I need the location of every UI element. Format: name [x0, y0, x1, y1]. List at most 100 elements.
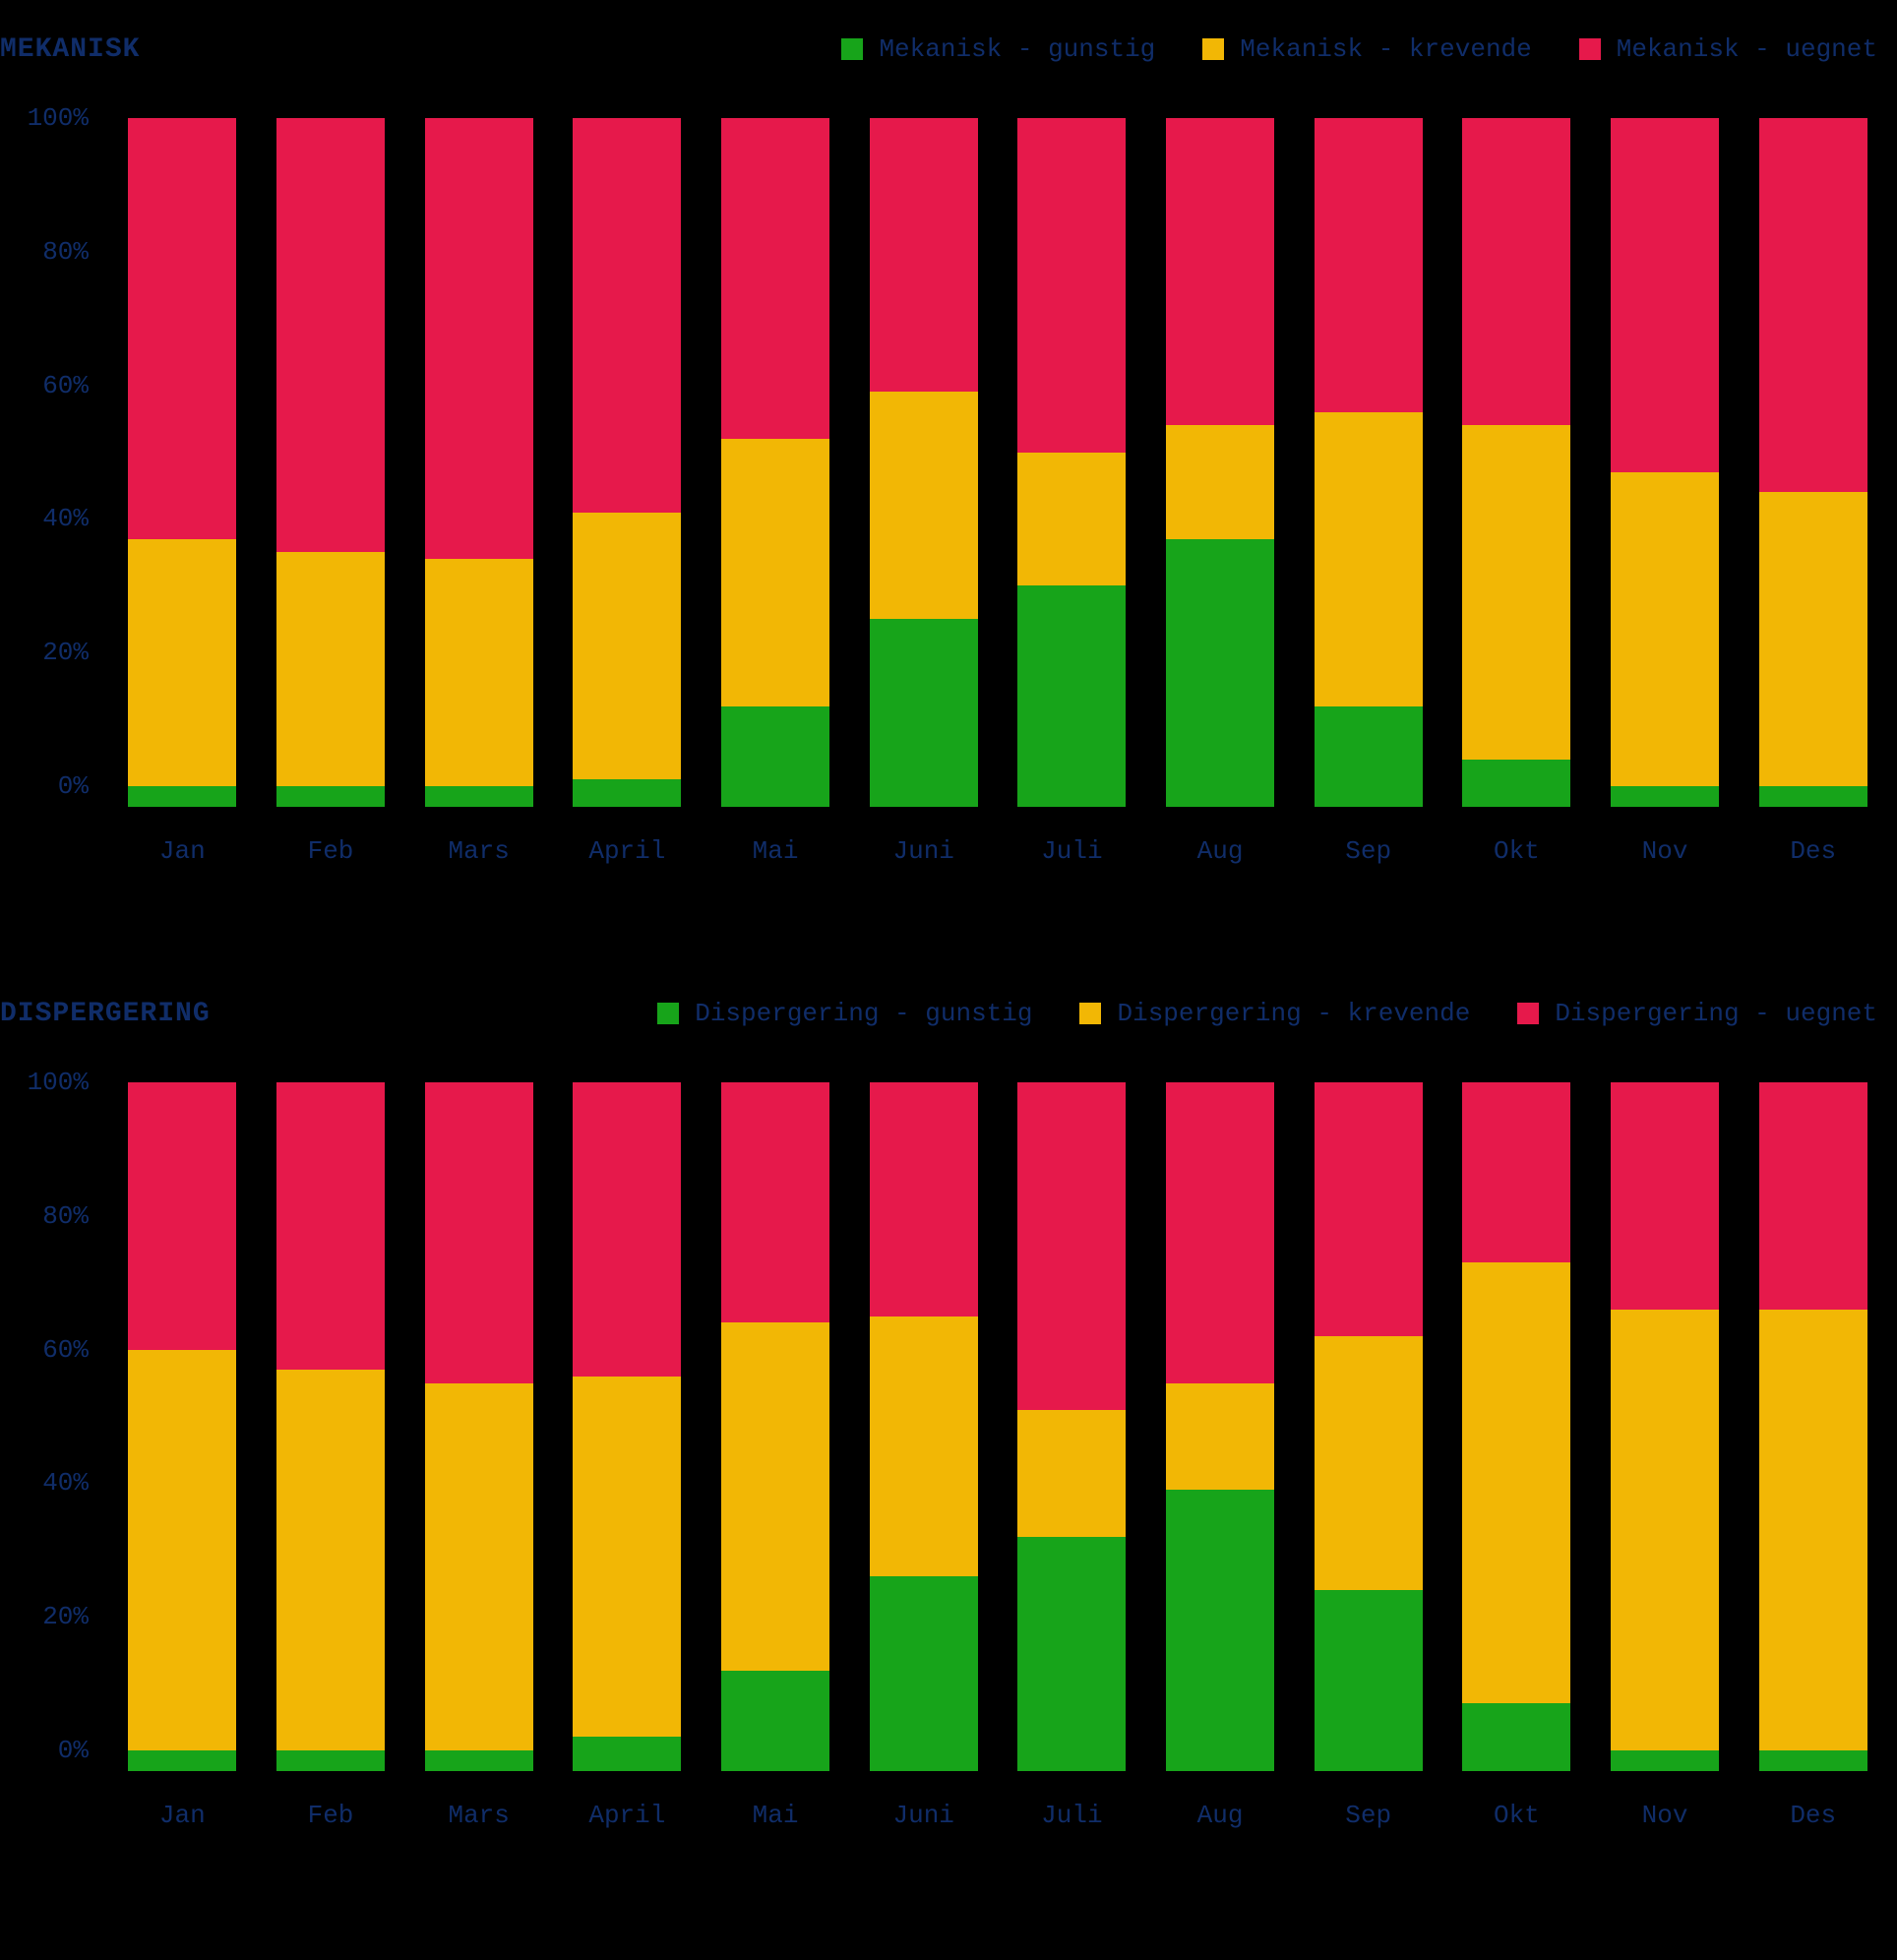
bar	[1017, 118, 1126, 807]
bar-baseline-stub	[1611, 1750, 1719, 1771]
bar-segment-uegnet	[276, 1082, 385, 1370]
bar-segment-krevende	[1315, 1336, 1423, 1590]
bar-segment-gunstig	[870, 1576, 978, 1750]
bar	[128, 1082, 236, 1771]
bar-segment-krevende	[1462, 425, 1570, 760]
x-label: Juni	[849, 836, 998, 866]
bar-segment-krevende	[870, 1317, 978, 1577]
bars	[98, 118, 1897, 807]
bar	[1759, 1082, 1867, 1771]
bar-column	[553, 118, 702, 807]
bar-column	[849, 118, 998, 807]
bar-segment-gunstig	[1017, 1537, 1126, 1750]
y-tick: 100%	[28, 1068, 89, 1097]
bar	[721, 1082, 829, 1771]
bar-segment-uegnet	[425, 1082, 533, 1383]
bar-baseline-stub	[1611, 786, 1719, 807]
legend-item: Mekanisk - krevende	[1202, 34, 1531, 64]
bar-segment-krevende	[276, 552, 385, 786]
x-label: Feb	[257, 836, 405, 866]
chart-dispergering: DISPERGERINGDispergering - gunstigDisper…	[0, 984, 1897, 1830]
bar-segment-uegnet	[276, 118, 385, 552]
bar-segment-gunstig	[1315, 1590, 1423, 1750]
bar	[1611, 118, 1719, 807]
bar-baseline-stub	[1017, 786, 1126, 807]
x-label: Mars	[404, 1801, 553, 1830]
legend: Dispergering - gunstigDispergering - kre…	[657, 999, 1877, 1028]
y-tick: 0%	[58, 771, 89, 801]
bar-segment-krevende	[425, 1383, 533, 1750]
chart-title: MEKANISK	[0, 34, 140, 65]
bar-column	[257, 118, 405, 807]
chart-mekanisk: MEKANISK Mekanisk - gunstig Mekanisk - kre…	[0, 20, 1897, 866]
bar-column	[702, 118, 850, 807]
x-label: Juni	[849, 1801, 998, 1830]
bar-segment-krevende	[573, 1377, 681, 1738]
bar-segment-gunstig	[1166, 1490, 1274, 1750]
bar-segment-gunstig	[721, 706, 829, 786]
bar-column	[257, 1082, 405, 1771]
bar-column	[1294, 118, 1442, 807]
bar-segment-krevende	[721, 1322, 829, 1670]
legend-item: Mekanisk - uegnet	[1579, 34, 1877, 64]
bar-baseline-stub	[1315, 1750, 1423, 1771]
bar-segment-gunstig	[1017, 585, 1126, 786]
bar-segment-krevende	[425, 559, 533, 786]
bar	[1315, 1082, 1423, 1771]
bar-baseline-stub	[870, 786, 978, 807]
bar-column	[1591, 1082, 1740, 1771]
legend: Mekanisk - gunstig Mekanisk - krevende Mek…	[841, 34, 1877, 64]
bar	[870, 1082, 978, 1771]
y-tick: 60%	[42, 1335, 89, 1365]
bar-segment-krevende	[128, 1350, 236, 1750]
bar-baseline-stub	[276, 786, 385, 807]
legend-swatch	[657, 1003, 679, 1024]
x-label: Juli	[998, 1801, 1146, 1830]
bar-column	[404, 118, 553, 807]
bar-column	[1294, 1082, 1442, 1771]
x-label: Jan	[108, 836, 257, 866]
bar-segment-uegnet	[1759, 118, 1867, 492]
bar-baseline-stub	[1462, 1750, 1570, 1771]
y-tick: 20%	[42, 1602, 89, 1631]
x-label: Nov	[1591, 836, 1740, 866]
bar	[1166, 118, 1274, 807]
x-label: Juli	[998, 836, 1146, 866]
x-label: Nov	[1591, 1801, 1740, 1830]
chart-header: DISPERGERINGDispergering - gunstigDisper…	[0, 984, 1897, 1043]
bar-baseline-stub	[573, 786, 681, 807]
bar-segment-gunstig	[1462, 760, 1570, 786]
legend-swatch	[1579, 38, 1601, 60]
bar-baseline-stub	[1759, 1750, 1867, 1771]
bar	[573, 118, 681, 807]
bar	[276, 118, 385, 807]
bar-segment-uegnet	[1462, 1082, 1570, 1262]
bar-segment-gunstig	[1315, 706, 1423, 786]
bar-segment-uegnet	[1166, 118, 1274, 425]
legend-item: Dispergering - uegnet	[1517, 999, 1877, 1028]
bar-segment-uegnet	[1611, 1082, 1719, 1310]
legend-item: Mekanisk - gunstig	[841, 34, 1155, 64]
y-tick: 80%	[42, 1201, 89, 1231]
x-label: Des	[1739, 836, 1887, 866]
y-tick: 40%	[42, 1468, 89, 1498]
bar	[1759, 118, 1867, 807]
bar-baseline-stub	[721, 1750, 829, 1771]
x-label: Aug	[1146, 1801, 1295, 1830]
bar-column	[849, 1082, 998, 1771]
bar-baseline-stub	[276, 1750, 385, 1771]
bar	[573, 1082, 681, 1771]
bar-segment-uegnet	[128, 1082, 236, 1350]
bar-baseline-stub	[425, 1750, 533, 1771]
bar-segment-krevende	[1017, 1410, 1126, 1537]
bar-column	[998, 118, 1146, 807]
bar-baseline-stub	[573, 1750, 681, 1771]
bar-segment-krevende	[1315, 412, 1423, 706]
bar-segment-uegnet	[721, 1082, 829, 1322]
bar	[425, 1082, 533, 1771]
legend-label: Mekanisk - uegnet	[1617, 34, 1877, 64]
legend-swatch	[841, 38, 863, 60]
y-axis: 0%20%40%60%80%100%	[0, 1082, 98, 1771]
x-label: Sep	[1294, 836, 1442, 866]
bar-segment-krevende	[1759, 492, 1867, 786]
